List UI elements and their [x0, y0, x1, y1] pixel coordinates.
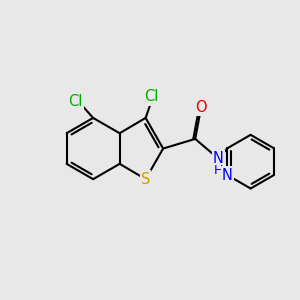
Text: N: N — [222, 168, 233, 183]
Text: H: H — [214, 164, 223, 178]
Text: Cl: Cl — [144, 89, 159, 104]
Text: S: S — [141, 172, 150, 187]
Text: Cl: Cl — [68, 94, 83, 110]
Text: O: O — [195, 100, 207, 115]
Text: N: N — [213, 151, 224, 166]
